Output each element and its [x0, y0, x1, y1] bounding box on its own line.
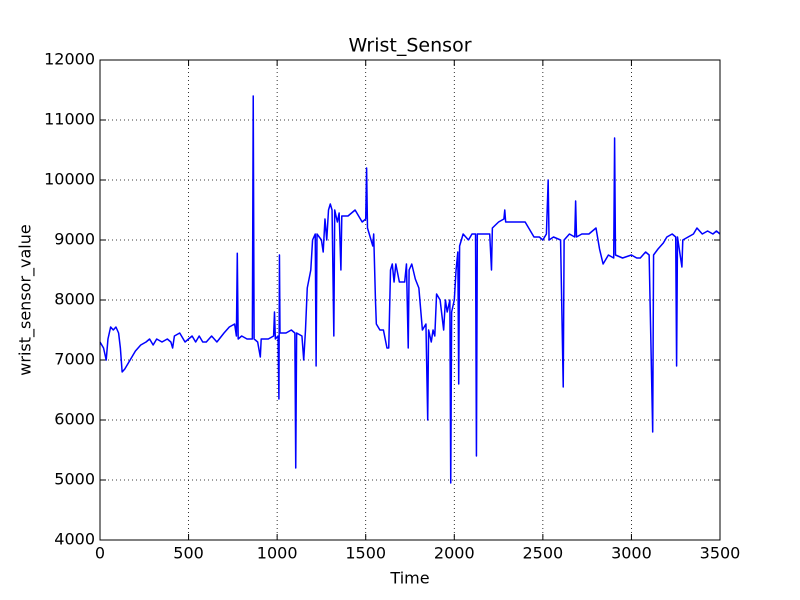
y-tick-label: 10000 [44, 170, 95, 189]
y-axis-label: wrist_sensor_value [16, 224, 36, 375]
x-tick-label: 2000 [434, 544, 475, 563]
y-tick-label: 9000 [54, 230, 95, 249]
x-tick-label: 1000 [257, 544, 298, 563]
y-tick-label: 5000 [54, 470, 95, 489]
x-tick-label: 0 [95, 544, 105, 563]
y-tick-label: 6000 [54, 410, 95, 429]
x-tick-label: 2500 [522, 544, 563, 563]
x-tick-label: 1500 [345, 544, 386, 563]
data-line [99, 95, 721, 484]
y-tick-label: 8000 [54, 290, 95, 309]
y-tick-label: 11000 [44, 110, 95, 129]
chart-title: Wrist_Sensor [349, 35, 472, 57]
x-tick-label: 3500 [700, 544, 741, 563]
plot-frame [99, 59, 721, 541]
x-tick-label: 500 [173, 544, 204, 563]
x-tick-label: 3000 [611, 544, 652, 563]
y-tick-label: 4000 [54, 530, 95, 549]
y-tick-label: 12000 [44, 50, 95, 69]
y-tick-label: 7000 [54, 350, 95, 369]
x-axis-label: Time [389, 569, 429, 588]
